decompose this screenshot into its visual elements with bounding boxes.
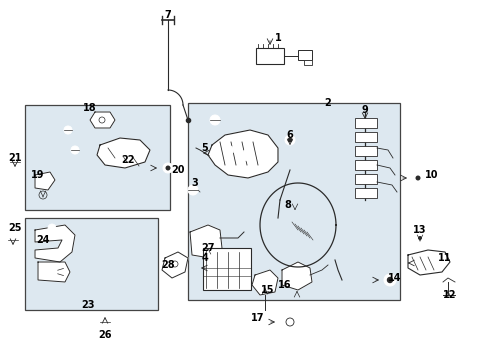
Circle shape	[416, 175, 420, 180]
Bar	[355, 188, 377, 198]
Bar	[298, 50, 312, 60]
Circle shape	[210, 115, 220, 125]
Bar	[355, 146, 377, 156]
Polygon shape	[35, 225, 75, 262]
Text: 7: 7	[165, 10, 172, 20]
Text: 18: 18	[83, 103, 97, 113]
Text: 28: 28	[161, 260, 175, 270]
Polygon shape	[90, 112, 115, 128]
Bar	[355, 160, 377, 170]
Text: 14: 14	[388, 273, 402, 283]
Text: 3: 3	[192, 178, 198, 188]
Circle shape	[100, 317, 110, 327]
Circle shape	[48, 224, 56, 232]
Bar	[25, 105, 170, 210]
Polygon shape	[35, 172, 55, 190]
Circle shape	[384, 274, 396, 286]
Text: 26: 26	[98, 330, 112, 340]
Circle shape	[163, 163, 173, 173]
Bar	[355, 132, 377, 142]
Bar	[188, 103, 400, 300]
Bar	[25, 218, 158, 310]
Bar	[256, 48, 284, 64]
Text: 13: 13	[413, 225, 427, 235]
Text: 8: 8	[285, 200, 292, 210]
Text: 4: 4	[201, 253, 208, 263]
Circle shape	[188, 185, 198, 195]
Text: 2: 2	[325, 98, 331, 108]
Circle shape	[418, 236, 422, 240]
Bar	[203, 248, 251, 290]
Circle shape	[388, 278, 392, 283]
Text: 16: 16	[278, 280, 292, 290]
Polygon shape	[408, 250, 450, 275]
Bar	[304, 60, 312, 65]
Circle shape	[285, 135, 295, 145]
Text: 24: 24	[36, 235, 50, 245]
Polygon shape	[38, 262, 70, 282]
Text: 9: 9	[362, 105, 368, 115]
Polygon shape	[97, 138, 150, 168]
Circle shape	[64, 126, 72, 134]
Text: 10: 10	[425, 170, 439, 180]
Text: 1: 1	[274, 33, 281, 43]
Text: 17: 17	[251, 313, 265, 323]
Circle shape	[166, 166, 171, 171]
Circle shape	[71, 146, 79, 154]
Text: 12: 12	[443, 290, 457, 300]
Bar	[355, 174, 377, 184]
Polygon shape	[190, 225, 222, 258]
Polygon shape	[208, 130, 278, 178]
Text: 22: 22	[121, 155, 135, 165]
Circle shape	[288, 138, 293, 143]
Circle shape	[226, 146, 234, 154]
Polygon shape	[282, 262, 312, 290]
Text: 19: 19	[31, 170, 45, 180]
Text: 25: 25	[8, 223, 22, 233]
Text: 6: 6	[287, 130, 294, 140]
Bar	[355, 118, 377, 128]
Circle shape	[242, 149, 254, 161]
Text: 20: 20	[171, 165, 185, 175]
Circle shape	[8, 235, 18, 245]
Text: 27: 27	[201, 243, 215, 253]
Circle shape	[115, 148, 125, 158]
Circle shape	[416, 234, 424, 242]
Polygon shape	[162, 252, 188, 278]
Text: 11: 11	[438, 253, 452, 263]
Polygon shape	[252, 270, 278, 295]
Text: 15: 15	[261, 285, 275, 295]
Text: 21: 21	[8, 153, 22, 163]
Circle shape	[10, 157, 20, 167]
Text: 23: 23	[81, 300, 95, 310]
Circle shape	[413, 173, 423, 183]
Text: 5: 5	[201, 143, 208, 153]
Circle shape	[280, 312, 300, 332]
